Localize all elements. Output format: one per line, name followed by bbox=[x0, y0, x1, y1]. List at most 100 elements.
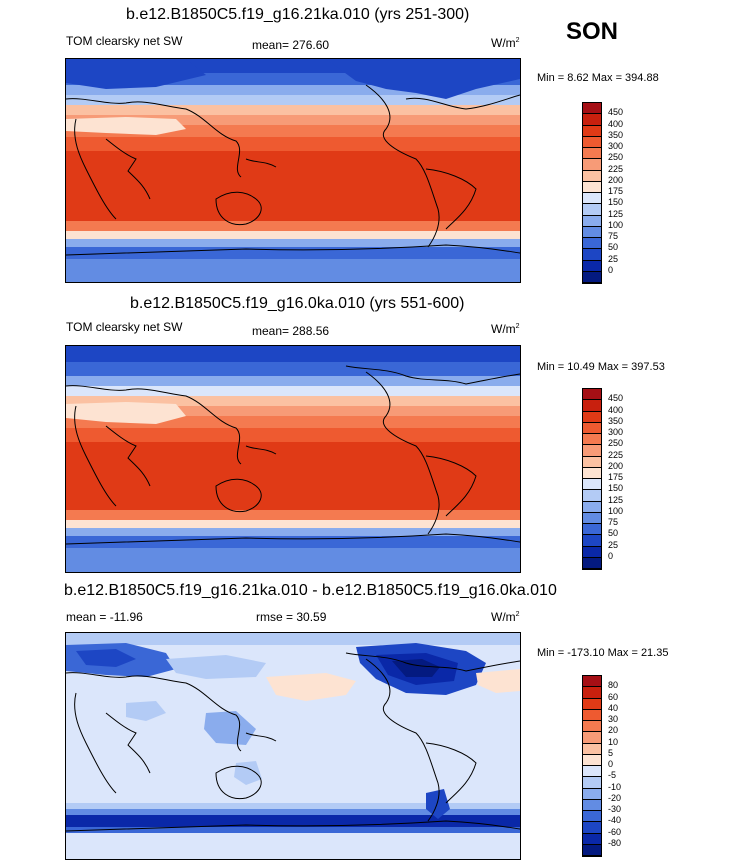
panel-2-colorbar bbox=[582, 388, 602, 570]
panel-3-colorbar bbox=[582, 675, 602, 857]
colorbar-swatch bbox=[583, 698, 601, 710]
colorbar-swatch bbox=[583, 822, 601, 834]
colorbar-swatch bbox=[583, 788, 601, 800]
panel-1-minmax: Min = 8.62 Max = 394.88 bbox=[537, 72, 659, 84]
panel-1-map bbox=[65, 58, 521, 283]
colorbar-tick-label: 350 bbox=[608, 415, 624, 426]
colorbar-swatch bbox=[583, 501, 601, 513]
colorbar-tick-label: 400 bbox=[608, 404, 624, 415]
colorbar-swatch bbox=[583, 676, 601, 688]
colorbar-tick-label: 0 bbox=[608, 759, 614, 769]
panel-3-title: b.e12.B1850C5.f19_g16.21ka.010 - b.e12.B… bbox=[64, 582, 557, 599]
colorbar-swatch bbox=[583, 434, 601, 446]
panel-1-units: W/m2 bbox=[491, 36, 520, 50]
colorbar-tick-label: 200 bbox=[608, 174, 624, 185]
panel-3-minmax: Min = -173.10 Max = 21.35 bbox=[537, 647, 669, 659]
colorbar-swatch bbox=[583, 204, 601, 216]
colorbar-tick-label: 225 bbox=[608, 449, 624, 460]
colorbar-tick-label: 50 bbox=[608, 242, 619, 253]
colorbar-swatch bbox=[583, 159, 601, 171]
colorbar-tick-label: -5 bbox=[608, 770, 617, 781]
colorbar-tick-label: 100 bbox=[608, 505, 624, 516]
colorbar-tick-label: 75 bbox=[608, 231, 619, 241]
panel-2-mean: mean= 288.56 bbox=[252, 324, 330, 338]
colorbar-swatch bbox=[583, 479, 601, 491]
colorbar-swatch bbox=[583, 226, 601, 238]
colorbar-tick-label: -30 bbox=[608, 804, 622, 814]
colorbar-tick-label: -40 bbox=[608, 815, 622, 826]
colorbar-tick-label: 0 bbox=[608, 550, 614, 561]
colorbar-tick-label: 450 bbox=[608, 393, 624, 404]
panel-3-mean: mean = -11.96 bbox=[66, 610, 143, 624]
panel-2-variable-label: TOM clearsky net SW bbox=[66, 320, 183, 334]
colorbar-tick-label: 250 bbox=[608, 152, 624, 163]
colorbar-tick-label: 200 bbox=[608, 460, 624, 471]
colorbar-tick-label: 50 bbox=[608, 528, 619, 539]
colorbar-tick-label: 300 bbox=[608, 141, 624, 151]
colorbar-tick-label: 75 bbox=[608, 517, 619, 527]
panel-3-map bbox=[65, 632, 521, 860]
colorbar-swatch bbox=[583, 249, 601, 261]
colorbar-swatch bbox=[583, 490, 601, 502]
colorbar-tick-label: 20 bbox=[608, 725, 619, 736]
panel-3-rmse: rmse = 30.59 bbox=[256, 610, 327, 624]
colorbar-swatch bbox=[583, 215, 601, 227]
colorbar-tick-label: 10 bbox=[608, 736, 619, 747]
colorbar-tick-label: 250 bbox=[608, 438, 624, 449]
colorbar-swatch bbox=[583, 811, 601, 823]
colorbar-swatch bbox=[583, 400, 601, 412]
colorbar-swatch bbox=[583, 732, 601, 744]
colorbar-tick-label: -80 bbox=[608, 837, 622, 848]
panel-2-title: b.e12.B1850C5.f19_g16.0ka.010 (yrs 551-6… bbox=[130, 295, 465, 312]
colorbar-swatch bbox=[583, 260, 601, 272]
panel-2-units: W/m2 bbox=[491, 322, 520, 336]
colorbar-tick-label: 175 bbox=[608, 472, 624, 482]
colorbar-tick-label: 125 bbox=[608, 494, 624, 505]
colorbar-swatch bbox=[583, 557, 601, 569]
colorbar-tick-label: 80 bbox=[608, 680, 619, 691]
colorbar-swatch bbox=[583, 535, 601, 547]
colorbar-swatch bbox=[583, 103, 601, 115]
colorbar-tick-label: 60 bbox=[608, 691, 619, 702]
panel-2-minmax: Min = 10.49 Max = 397.53 bbox=[537, 361, 665, 373]
colorbar-swatch bbox=[583, 170, 601, 182]
panel-1-mean: mean= 276.60 bbox=[252, 38, 330, 52]
colorbar-swatch bbox=[583, 114, 601, 126]
colorbar-tick-label: 400 bbox=[608, 118, 624, 129]
colorbar-swatch bbox=[583, 743, 601, 755]
colorbar-tick-label: 25 bbox=[608, 539, 619, 550]
panel-3-units: W/m2 bbox=[491, 610, 520, 624]
colorbar-tick-label: 0 bbox=[608, 264, 614, 275]
colorbar-tick-label: 350 bbox=[608, 129, 624, 140]
colorbar-tick-label: 100 bbox=[608, 219, 624, 230]
colorbar-tick-label: 150 bbox=[608, 197, 624, 208]
colorbar-tick-label: 5 bbox=[608, 747, 614, 758]
panel-1-title: b.e12.B1850C5.f19_g16.21ka.010 (yrs 251-… bbox=[126, 6, 470, 23]
panel-1-colorbar bbox=[582, 102, 602, 284]
colorbar-tick-label: 40 bbox=[608, 702, 619, 713]
colorbar-swatch bbox=[583, 709, 601, 721]
colorbar-swatch bbox=[583, 136, 601, 148]
colorbar-swatch bbox=[583, 766, 601, 778]
colorbar-tick-label: 25 bbox=[608, 253, 619, 264]
colorbar-tick-label: 30 bbox=[608, 714, 619, 724]
colorbar-tick-label: 125 bbox=[608, 208, 624, 219]
colorbar-swatch bbox=[583, 799, 601, 811]
colorbar-swatch bbox=[583, 193, 601, 205]
panel-2-map bbox=[65, 345, 521, 573]
colorbar-swatch bbox=[583, 125, 601, 137]
colorbar-swatch bbox=[583, 546, 601, 558]
colorbar-swatch bbox=[583, 422, 601, 434]
colorbar-swatch bbox=[583, 467, 601, 479]
colorbar-swatch bbox=[583, 445, 601, 457]
colorbar-tick-label: 150 bbox=[608, 483, 624, 494]
colorbar-tick-label: 175 bbox=[608, 186, 624, 196]
colorbar-swatch bbox=[583, 238, 601, 250]
colorbar-tick-label: -10 bbox=[608, 781, 622, 792]
colorbar-tick-label: 300 bbox=[608, 427, 624, 437]
colorbar-tick-label: 225 bbox=[608, 163, 624, 174]
colorbar-swatch bbox=[583, 148, 601, 160]
colorbar-swatch bbox=[583, 271, 601, 283]
colorbar-tick-label: -60 bbox=[608, 826, 622, 837]
colorbar-tick-label: -20 bbox=[608, 792, 622, 803]
